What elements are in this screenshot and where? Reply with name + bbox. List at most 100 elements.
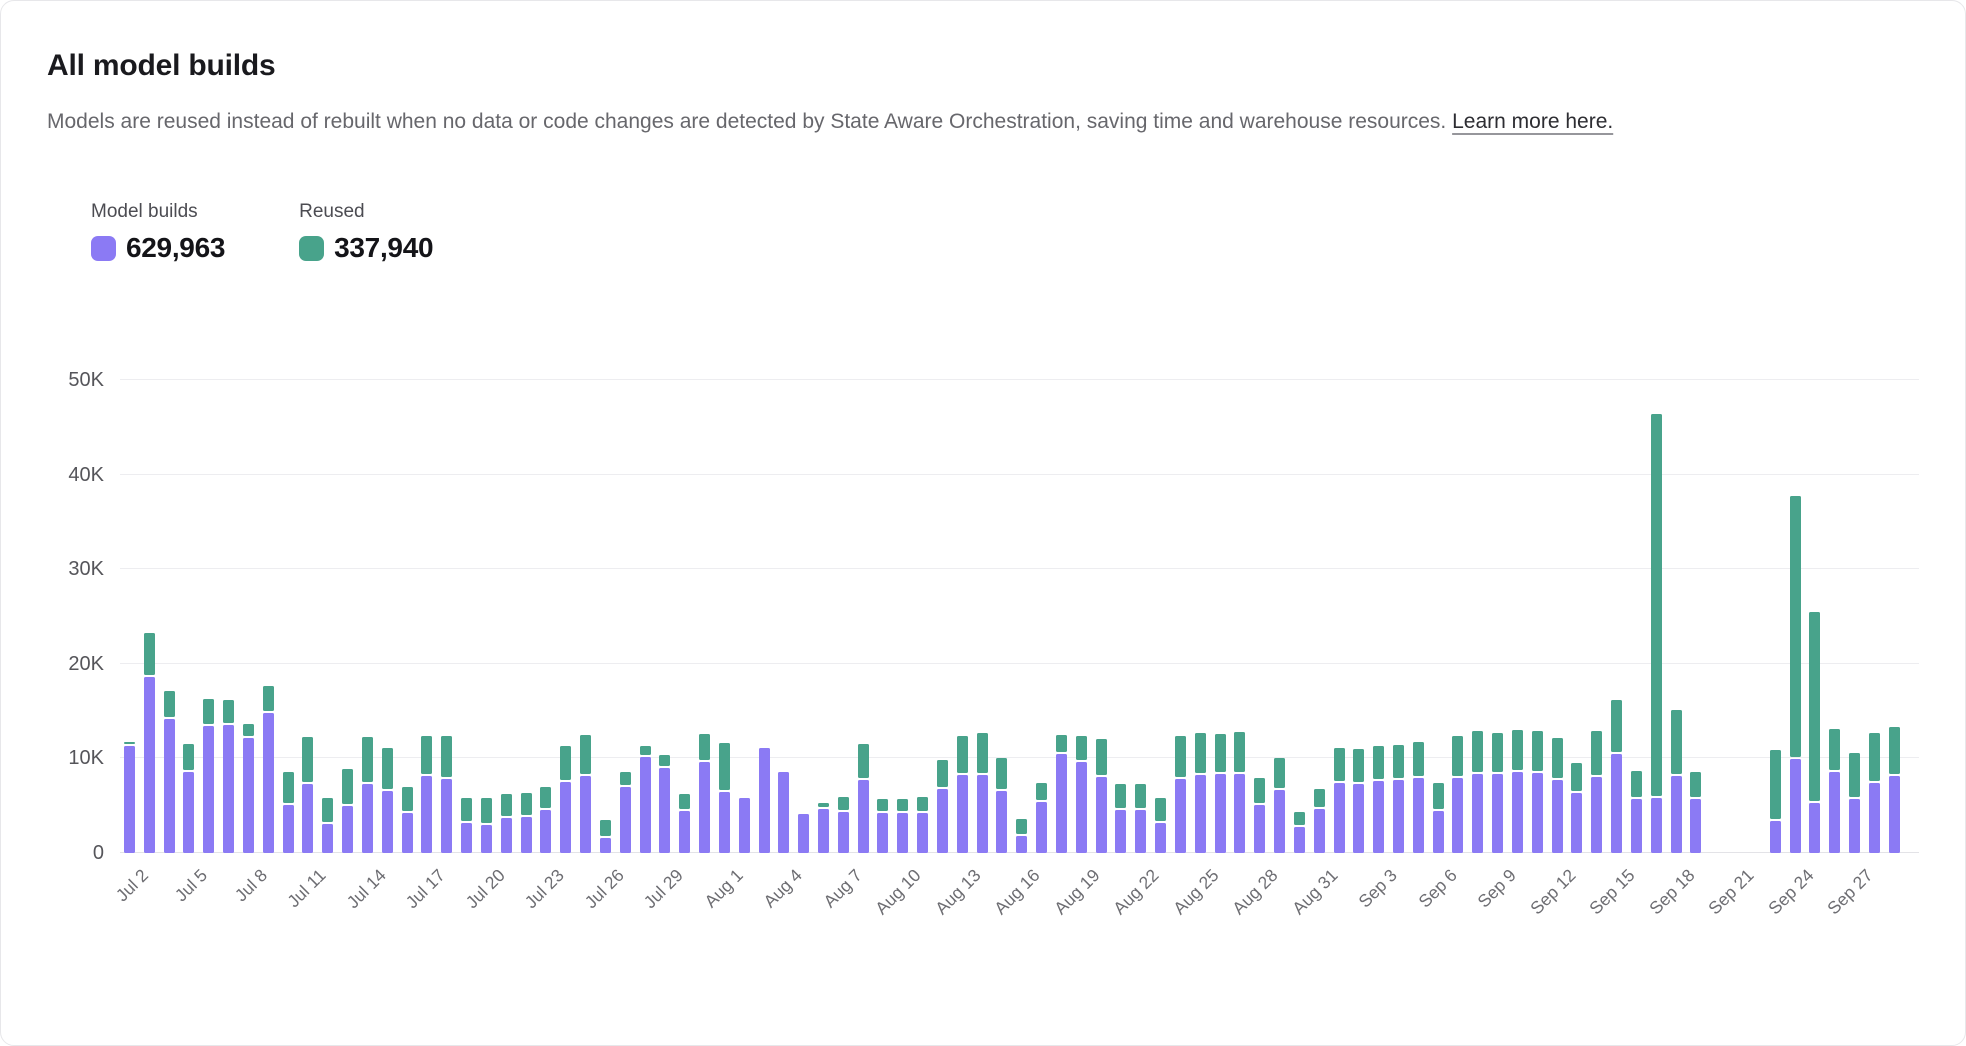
bar-group[interactable] <box>738 798 750 853</box>
reused-bar-segment[interactable] <box>917 797 929 811</box>
bar-group[interactable] <box>480 798 492 853</box>
reused-bar-segment[interactable] <box>936 760 948 787</box>
bar-group[interactable] <box>203 699 215 853</box>
model-builds-bar-segment[interactable] <box>1036 802 1048 853</box>
reused-bar-segment[interactable] <box>1313 789 1325 807</box>
reused-bar-segment[interactable] <box>1789 496 1801 757</box>
bar-group[interactable] <box>302 737 314 853</box>
bar-group[interactable] <box>1551 738 1563 853</box>
reused-bar-segment[interactable] <box>1551 738 1563 778</box>
bar-group[interactable] <box>1373 746 1385 853</box>
bar-group[interactable] <box>262 686 274 853</box>
bar-group[interactable] <box>282 772 294 853</box>
reused-bar-segment[interactable] <box>540 787 552 808</box>
model-builds-bar-segment[interactable] <box>659 768 671 853</box>
reused-bar-segment[interactable] <box>124 742 135 744</box>
bar-group[interactable] <box>1016 819 1028 853</box>
reused-bar-segment[interactable] <box>1155 798 1167 821</box>
bar-group[interactable] <box>996 758 1008 853</box>
bar-group[interactable] <box>639 746 651 853</box>
model-builds-bar-segment[interactable] <box>1075 762 1087 853</box>
model-builds-bar-segment[interactable] <box>242 738 254 853</box>
bar-group[interactable] <box>560 746 572 853</box>
reused-bar-segment[interactable] <box>857 744 869 778</box>
model-builds-bar-segment[interactable] <box>560 782 572 853</box>
reused-bar-segment[interactable] <box>421 736 433 774</box>
bar-group[interactable] <box>1769 750 1781 853</box>
reused-bar-segment[interactable] <box>1214 734 1226 772</box>
model-builds-bar-segment[interactable] <box>361 784 373 853</box>
bar-group[interactable] <box>1591 731 1603 853</box>
bar-group[interactable] <box>1214 734 1226 853</box>
bar-group[interactable] <box>1690 772 1702 853</box>
reused-bar-segment[interactable] <box>1571 763 1583 791</box>
bar-group[interactable] <box>421 736 433 853</box>
reused-bar-segment[interactable] <box>599 820 611 836</box>
bar-group[interactable] <box>1630 771 1642 853</box>
bar-group[interactable] <box>1492 733 1504 853</box>
reused-bar-segment[interactable] <box>401 787 413 811</box>
reused-bar-segment[interactable] <box>1630 771 1642 797</box>
bar-group[interactable] <box>798 814 810 853</box>
bar-group[interactable] <box>1472 731 1484 853</box>
bar-group[interactable] <box>183 744 195 853</box>
reused-bar-segment[interactable] <box>1274 758 1286 788</box>
bar-group[interactable] <box>679 794 691 853</box>
model-builds-bar-segment[interactable] <box>1849 799 1861 853</box>
reused-bar-segment[interactable] <box>1412 742 1424 776</box>
model-builds-bar-segment[interactable] <box>1690 799 1702 853</box>
model-builds-bar-segment[interactable] <box>1452 778 1464 853</box>
model-builds-bar-segment[interactable] <box>580 776 592 853</box>
model-builds-bar-segment[interactable] <box>1888 776 1900 853</box>
bar-group[interactable] <box>817 803 829 853</box>
model-builds-bar-segment[interactable] <box>1174 779 1186 853</box>
reused-bar-segment[interactable] <box>242 724 254 736</box>
bar-group[interactable] <box>163 691 175 853</box>
model-builds-bar-segment[interactable] <box>540 810 552 853</box>
model-builds-bar-segment[interactable] <box>1769 821 1781 853</box>
reused-bar-segment[interactable] <box>1393 745 1404 778</box>
reused-bar-segment[interactable] <box>1611 700 1623 752</box>
reused-bar-segment[interactable] <box>322 798 334 822</box>
model-builds-bar-segment[interactable] <box>936 789 948 853</box>
bar-group[interactable] <box>877 799 889 853</box>
reused-bar-segment[interactable] <box>163 691 175 717</box>
bar-group[interactable] <box>917 797 929 853</box>
reused-bar-segment[interactable] <box>1829 729 1841 770</box>
model-builds-bar-segment[interactable] <box>1611 754 1623 853</box>
model-builds-bar-segment[interactable] <box>282 805 294 853</box>
model-builds-bar-segment[interactable] <box>322 824 334 853</box>
bar-group[interactable] <box>1115 784 1127 853</box>
reused-bar-segment[interactable] <box>1511 730 1523 770</box>
reused-bar-segment[interactable] <box>1849 753 1861 797</box>
reused-bar-segment[interactable] <box>1234 732 1246 772</box>
bar-group[interactable] <box>500 794 512 853</box>
reused-bar-segment[interactable] <box>976 733 988 773</box>
model-builds-bar-segment[interactable] <box>837 812 849 853</box>
model-builds-bar-segment[interactable] <box>1531 773 1543 853</box>
model-builds-bar-segment[interactable] <box>817 809 829 853</box>
bar-group[interactable] <box>1829 729 1841 853</box>
model-builds-bar-segment[interactable] <box>1254 805 1266 853</box>
model-builds-bar-segment[interactable] <box>1194 775 1206 853</box>
model-builds-bar-segment[interactable] <box>956 775 968 853</box>
reused-bar-segment[interactable] <box>659 755 671 766</box>
bar-group[interactable] <box>1412 742 1424 853</box>
model-builds-bar-segment[interactable] <box>421 776 433 853</box>
model-builds-bar-segment[interactable] <box>639 757 651 853</box>
reused-bar-segment[interactable] <box>480 798 492 823</box>
bar-group[interactable] <box>956 736 968 853</box>
bar-group[interactable] <box>599 820 611 853</box>
bar-group[interactable] <box>659 755 671 853</box>
reused-bar-segment[interactable] <box>520 793 532 815</box>
reused-bar-segment[interactable] <box>1333 748 1345 781</box>
bar-group[interactable] <box>223 700 235 853</box>
reused-bar-segment[interactable] <box>1293 812 1305 825</box>
bar-group[interactable] <box>718 743 730 853</box>
bar-group[interactable] <box>1353 749 1365 853</box>
reused-bar-segment[interactable] <box>956 736 968 773</box>
model-builds-bar-segment[interactable] <box>1333 783 1345 853</box>
model-builds-bar-segment[interactable] <box>143 677 155 853</box>
reused-bar-segment[interactable] <box>1055 735 1067 752</box>
bar-group[interactable] <box>1650 414 1662 853</box>
